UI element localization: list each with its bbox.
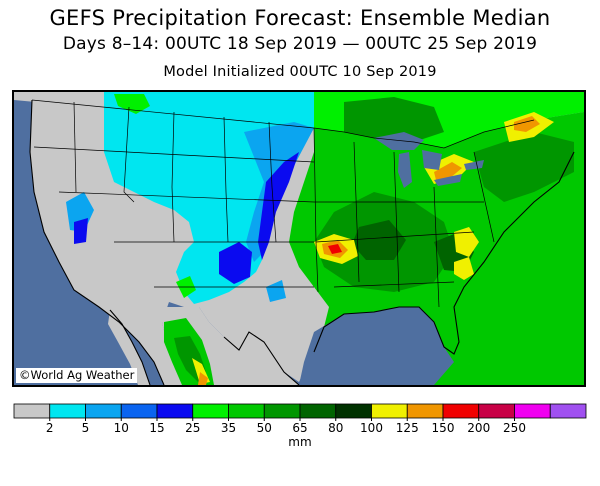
legend-tick-label: 15 [149,421,164,435]
lake-superior [374,132,424,150]
precipitation-map: ©World Ag Weather [12,90,586,387]
legend-swatch [442,403,480,419]
precip-red-ozarks [328,244,342,254]
lake-huron [422,150,442,170]
legend-swatch [549,403,587,419]
lake-michigan [398,152,412,188]
legend-swatch [13,403,51,419]
coastlines [29,99,575,385]
legend-tick-label: 35 [221,421,236,435]
legend-swatch [514,403,551,419]
legend-swatch [406,403,444,419]
legend-tick-label: 150 [432,421,455,435]
baja-land [108,310,150,385]
precip-orange-lakes [434,162,462,180]
precip-dkgreen-canada [344,97,444,142]
model-init-time: Model Initialized 00UTC 10 Sep 2019 [163,64,437,80]
map-title: GEFS Precipitation Forecast: Ensemble Me… [49,6,551,30]
lake-ontario [464,160,484,170]
legend-swatch [49,403,86,419]
credit-label: ©World Ag Weather [16,368,138,383]
legend-tick-label: 200 [467,421,490,435]
precip-dkgreen-ne [474,132,574,202]
precip-orange-mexico [198,372,208,385]
legend-swatch [299,403,337,419]
legend-tick-label: 100 [360,421,383,435]
legend-tick-label: 5 [82,421,90,435]
legend-tick-label: 65 [292,421,307,435]
color-legend: 2 5 10 15 25 35 50 65 80 100 125 150 200 250 mm [0,400,600,460]
legend-tick-label: 50 [257,421,272,435]
precip-yellow-coast [454,257,474,280]
legend-tick-label: 2 [46,421,54,435]
legend-tick-label: 250 [503,421,526,435]
legend-swatch [228,403,265,419]
precip-darkgreen-ozarks [352,220,406,260]
legend-swatch [192,403,229,419]
legend-tick-label: 80 [328,421,343,435]
legend-swatch [85,403,122,419]
precip-green-north [114,94,150,114]
legend-swatch [156,403,194,419]
precip-darkblue-texas [219,242,252,284]
map-canvas [14,92,584,385]
state-boundaries [31,99,535,308]
legend-unit: mm [288,435,311,449]
legend-tick-label: 125 [396,421,419,435]
legend-swatch [371,403,408,419]
legend-tick-label: 25 [185,421,200,435]
precip-yellow-carolina [454,227,479,257]
legend-swatch [478,403,515,419]
legend-swatch [120,403,158,419]
lake-erie [434,174,462,186]
legend-swatch [335,403,372,419]
legend-tick-label: 10 [114,421,129,435]
precip-blue-tx [266,280,286,302]
precip-darkblue-west [74,218,88,244]
legend-swatch [263,403,301,419]
gulf-of-mexico [299,307,454,385]
precip-darkblue-front [258,152,299,260]
forecast-period: Days 8–14: 00UTC 18 Sep 2019 — 00UTC 25 … [62,34,538,54]
